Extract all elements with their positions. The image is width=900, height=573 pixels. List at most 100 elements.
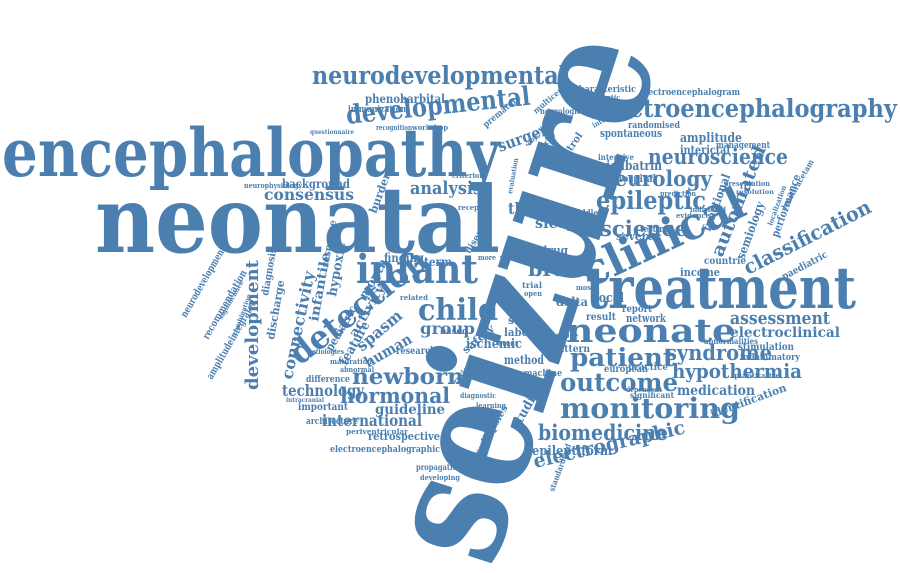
word-event: event <box>498 339 519 348</box>
word-consensus: consensus <box>264 185 354 204</box>
word-therapy: therapy <box>508 199 569 218</box>
word-neonate: neonate <box>566 311 736 350</box>
word-result: result <box>586 312 616 323</box>
word-finding: finding <box>384 251 425 265</box>
word-health: health <box>530 211 552 220</box>
word-ischemic: ischemic <box>466 337 522 352</box>
word-receptor: receptor <box>458 203 490 212</box>
word-inflammatory: inflammatory <box>740 353 801 363</box>
word-resolution: resolution <box>736 189 775 196</box>
word-testing: testing <box>640 225 671 235</box>
word-patient: patient <box>570 343 675 372</box>
word-delta: delta <box>556 295 588 309</box>
word-electroencephalography: electroencephalography <box>592 94 898 123</box>
word-presentation: presentation <box>724 179 770 188</box>
word-epileptic: epileptic <box>596 186 706 215</box>
word-label: label <box>504 326 532 339</box>
word-interictal: interictal <box>680 143 730 157</box>
word-neonatal: neonatal <box>95 166 500 274</box>
word-recognition: recognition <box>376 123 412 132</box>
word-abnormal: abnormal <box>340 365 374 374</box>
word-medication: medication <box>677 383 755 399</box>
word-research: research <box>396 346 437 357</box>
word-machine: machine <box>524 369 562 379</box>
word-etiologies: etiologies <box>312 347 344 356</box>
word-propagation: propagation <box>416 462 462 472</box>
word-trial: trial <box>522 280 542 290</box>
word-countrie: countrie <box>704 256 746 267</box>
word-stimulation: stimulation <box>738 342 795 353</box>
word-analysis: analysis <box>410 178 482 199</box>
word-abnormalities: abnormalities <box>704 336 758 346</box>
word-electroencephalographic: electroencephalographic <box>330 445 440 455</box>
word-randomised: randomised <box>628 121 681 131</box>
word-biomedicine: biomedicine <box>538 420 668 445</box>
word-antiepileptic: antiepileptic <box>576 93 620 102</box>
word-diagnostic: diagnostic <box>460 391 496 400</box>
word-neurodevelopmental: neurodevelopmental <box>312 61 567 90</box>
word-neurological: neurological <box>540 106 588 116</box>
word-evidence: evidence <box>676 211 711 220</box>
word-electroencephalogram: electroencephalogram <box>640 88 740 98</box>
word-workshop: workshop <box>411 123 448 132</box>
word-neurophysiology: neurophysiology <box>244 181 303 190</box>
word-dependent: dependent <box>626 385 663 394</box>
word-cloud-group: seizure neonatal encephalopathy treatmen… <box>2 7 898 573</box>
word-european: european <box>604 364 649 375</box>
word-hormonal: hormonal <box>340 383 450 408</box>
word-vigabatrin: vigabatrin <box>599 159 662 174</box>
word-newborn: newborn <box>352 364 464 390</box>
word-maturation: maturation <box>330 357 372 366</box>
word-phenobarbital: phenobarbital <box>365 92 445 106</box>
word-brain: brain <box>528 257 590 281</box>
word-open: open <box>524 289 542 298</box>
word-neuroscience: neuroscience <box>648 144 788 169</box>
word-middle: middle <box>570 209 598 219</box>
word-related: related <box>400 293 428 302</box>
word-sleep: sleep <box>535 214 577 232</box>
word-intensive: intensive <box>598 152 634 162</box>
word-syndrome: syndrome <box>666 340 772 365</box>
word-network: network <box>626 312 666 325</box>
word-focal: focal <box>594 291 624 306</box>
word-criterion: criterion <box>452 171 484 180</box>
word-study: study <box>508 314 541 327</box>
word-severe: severe <box>616 230 654 243</box>
word-score: score <box>556 330 578 340</box>
word-most: most <box>576 283 595 292</box>
word-management: management <box>716 141 771 151</box>
word-monitoring: monitoring <box>560 392 740 425</box>
word-term: term <box>424 255 452 269</box>
word-retrospective: retrospective <box>368 430 440 443</box>
word-neurology: neurology <box>600 166 713 191</box>
word-science: science <box>600 216 688 241</box>
word-amplitude: amplitude <box>680 131 742 146</box>
word-difference: difference <box>306 375 350 385</box>
word-more: more <box>478 253 496 262</box>
word-immunization: immunization <box>348 105 406 115</box>
word-intracranial: intracranial <box>286 397 325 404</box>
word-characteristic: characteristic <box>574 85 636 95</box>
word-income: income <box>680 266 720 279</box>
word-electroclinical: electroclinical <box>730 325 840 341</box>
word-developing: developing <box>420 473 460 482</box>
word-assessment: assessment <box>730 308 831 329</box>
word-method: method <box>504 353 544 367</box>
word-quantitative: quantitative <box>732 371 781 380</box>
word-development: development <box>242 259 263 390</box>
word-spontaneous: spontaneous <box>600 127 662 140</box>
word-epileptiform: epileptiform <box>532 444 612 459</box>
word-important: important <box>298 402 348 413</box>
word-technology: technology <box>282 381 365 400</box>
word-guideline: guideline <box>375 402 445 418</box>
word-infant: infant <box>356 246 478 293</box>
word-group: group <box>420 319 475 338</box>
word-based: based <box>440 327 469 337</box>
word-individual: individual <box>690 205 726 214</box>
word-questionnaire: questionnaire <box>310 129 354 136</box>
word-hypothermia: hypothermia <box>672 359 802 383</box>
word-learning: learning <box>476 401 506 410</box>
word-injury: injury <box>576 227 605 237</box>
word-periventricular: periventricular <box>346 427 408 436</box>
